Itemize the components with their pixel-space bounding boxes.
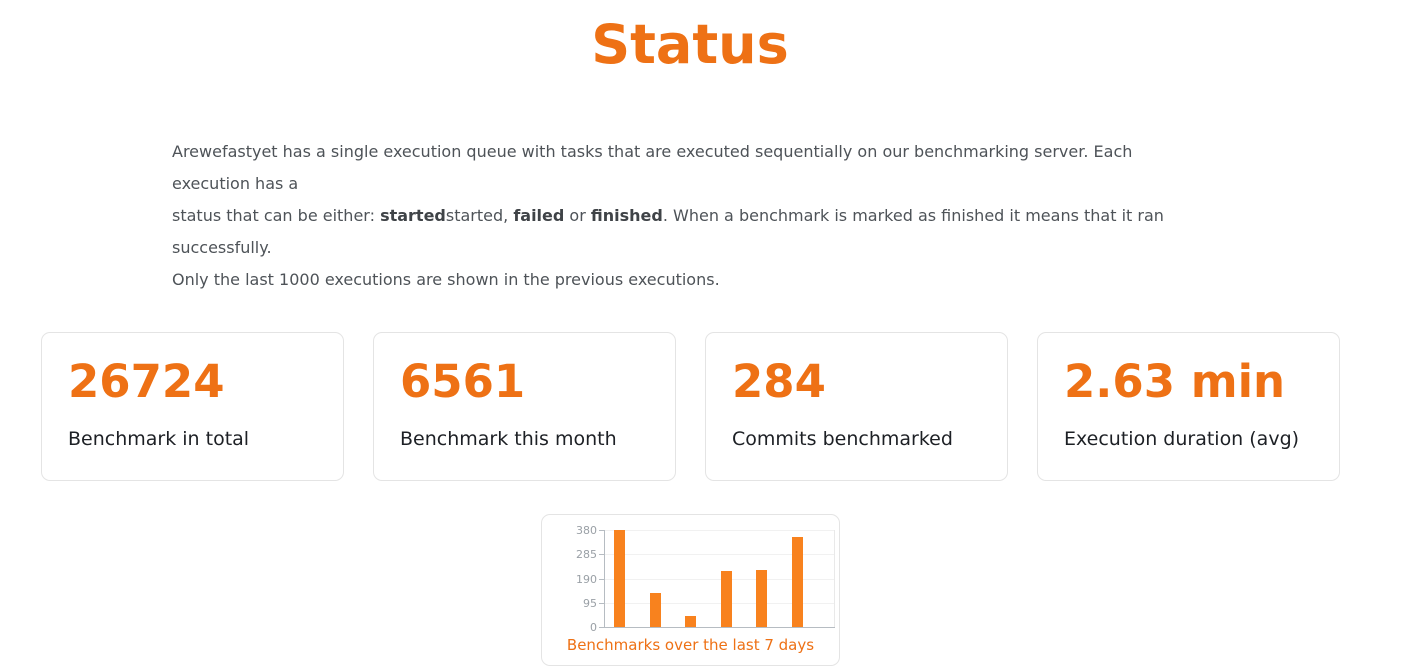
chart-bar bbox=[756, 570, 767, 628]
chart-card: 0 95 190 285 380 Benchmarks over the last 7 … bbox=[541, 514, 840, 666]
stat-value: 6561 bbox=[400, 355, 526, 409]
chart-gridline bbox=[605, 602, 834, 604]
chart-bar bbox=[791, 537, 803, 628]
stat-label: Execution duration (avg) bbox=[1064, 428, 1300, 451]
chart-gridline bbox=[605, 554, 834, 556]
chart-y-tick-label: 380 bbox=[576, 524, 597, 538]
chart-y-tick bbox=[599, 530, 604, 532]
chart-caption: Benchmarks over the last 7 days bbox=[566, 636, 815, 655]
stat-label: Benchmark in total bbox=[68, 428, 250, 451]
chart-bar bbox=[614, 530, 625, 628]
intro-text: . When a benchmark is marked as finished… bbox=[172, 206, 1164, 258]
chart-y-tick bbox=[599, 578, 604, 580]
stat-label: Benchmark this month bbox=[400, 428, 617, 451]
stat-label: Commits benchmarked bbox=[732, 428, 953, 451]
chart-gridline bbox=[605, 578, 834, 580]
stat-value: 26724 bbox=[68, 355, 225, 409]
intro-bold-text: finished bbox=[590, 206, 663, 226]
chart-x-axis bbox=[604, 627, 835, 629]
intro-text: started, bbox=[445, 206, 514, 226]
intro-text: Only the last 1000 executions are shown … bbox=[172, 270, 720, 290]
chart-y-tick-label: 285 bbox=[576, 548, 597, 562]
chart-y-axis bbox=[604, 530, 605, 628]
stat-card-benchmark-total: 26724 Benchmark in total bbox=[41, 332, 344, 482]
chart-y-tick bbox=[599, 602, 604, 604]
chart-gridline bbox=[605, 530, 834, 532]
intro-text: or bbox=[564, 206, 591, 226]
intro-text: status that can be either: bbox=[172, 206, 381, 226]
stat-value: 284 bbox=[732, 355, 826, 409]
chart-y-tick bbox=[599, 627, 604, 629]
intro-text: Arewefastyet has a single execution queu… bbox=[172, 142, 1133, 194]
chart-plot-right-border bbox=[834, 530, 835, 628]
intro-bold-text: failed bbox=[513, 206, 565, 226]
stat-card-benchmark-month: 6561 Benchmark this month bbox=[373, 332, 676, 482]
chart-bar bbox=[685, 616, 696, 628]
stat-cards-row: 26724 Benchmark in total 6561 Benchmark … bbox=[41, 332, 1410, 482]
page-title: Status bbox=[591, 13, 789, 76]
intro-paragraph: Arewefastyet has a single execution queu… bbox=[172, 136, 1187, 296]
stat-value: 2.63 min bbox=[1064, 355, 1286, 409]
chart-y-tick-label: 190 bbox=[576, 572, 597, 586]
stat-card-execution-duration: 2.63 min Execution duration (avg) bbox=[1037, 332, 1340, 482]
intro-bold-text: started bbox=[380, 206, 446, 226]
chart-y-tick-label: 95 bbox=[583, 596, 597, 610]
stat-card-commits-benchmarked: 284 Commits benchmarked bbox=[705, 332, 1008, 482]
intro-line: status that can be either: startedstarte… bbox=[172, 200, 1187, 264]
chart-bar bbox=[720, 571, 732, 628]
intro-line: Only the last 1000 executions are shown … bbox=[172, 264, 1187, 296]
bar-chart: 0 95 190 285 380 bbox=[542, 515, 839, 635]
chart-bar bbox=[649, 593, 661, 628]
chart-y-tick bbox=[599, 554, 604, 556]
intro-line: Arewefastyet has a single execution queu… bbox=[172, 136, 1187, 200]
